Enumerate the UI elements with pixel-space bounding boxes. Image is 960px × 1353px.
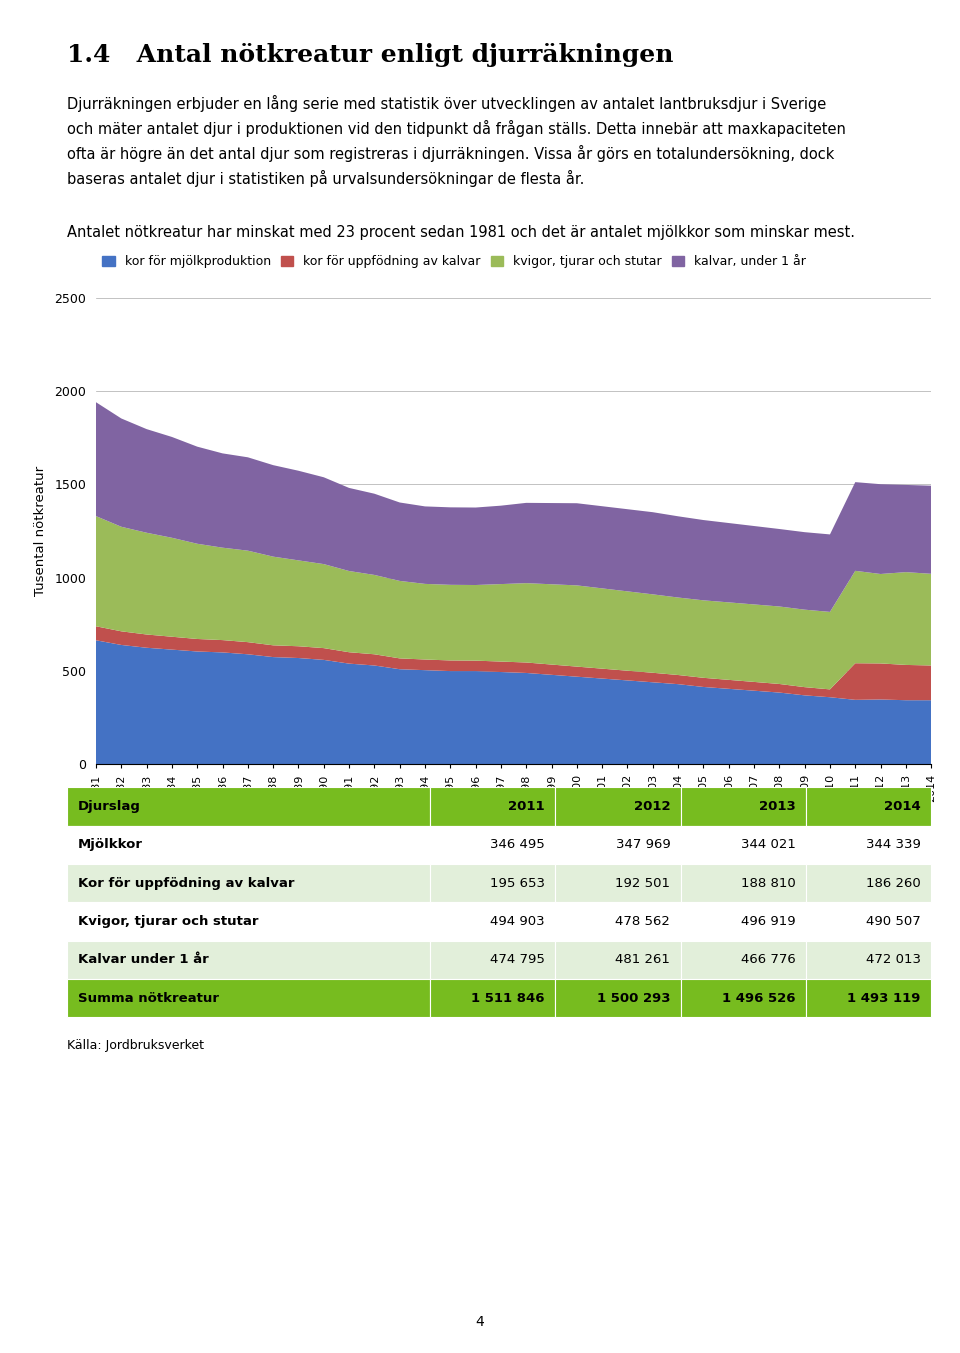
- Text: 344 339: 344 339: [866, 839, 921, 851]
- Bar: [555, 902, 681, 940]
- Text: 474 795: 474 795: [491, 954, 545, 966]
- Text: Djurslag: Djurslag: [78, 800, 140, 813]
- Text: och mäter antalet djur i produktionen vid den tidpunkt då frågan ställs. Detta i: och mäter antalet djur i produktionen vi…: [67, 119, 846, 137]
- Bar: [805, 865, 931, 902]
- Bar: [805, 980, 931, 1017]
- Bar: [67, 980, 430, 1017]
- Text: Kvigor, tjurar och stutar: Kvigor, tjurar och stutar: [78, 915, 258, 928]
- Text: Mjölkkor: Mjölkkor: [78, 839, 143, 851]
- Text: 490 507: 490 507: [866, 915, 921, 928]
- Bar: [555, 980, 681, 1017]
- Text: 192 501: 192 501: [615, 877, 670, 890]
- Text: 188 810: 188 810: [741, 877, 796, 890]
- Bar: [555, 787, 681, 825]
- Bar: [805, 787, 931, 825]
- Bar: [555, 865, 681, 902]
- Bar: [430, 940, 555, 980]
- Text: Kor för uppfödning av kalvar: Kor för uppfödning av kalvar: [78, 877, 294, 890]
- Bar: [67, 902, 430, 940]
- Text: 186 260: 186 260: [866, 877, 921, 890]
- Bar: [681, 865, 805, 902]
- Text: 1 496 526: 1 496 526: [722, 992, 796, 1005]
- Bar: [681, 787, 805, 825]
- Text: Källa: Jordbruksverket: Källa: Jordbruksverket: [67, 1039, 204, 1053]
- Text: 1 511 846: 1 511 846: [471, 992, 545, 1005]
- Text: 2014: 2014: [884, 800, 921, 813]
- Legend: kor för mjölkproduktion, kor för uppfödning av kalvar, kvigor, tjurar och stutar: kor för mjölkproduktion, kor för uppfödn…: [103, 256, 806, 268]
- Text: 481 261: 481 261: [615, 954, 670, 966]
- Text: 1 500 293: 1 500 293: [597, 992, 670, 1005]
- Text: 466 776: 466 776: [741, 954, 796, 966]
- Y-axis label: Tusental nötkreatur: Tusental nötkreatur: [35, 465, 47, 597]
- Text: 2011: 2011: [509, 800, 545, 813]
- Text: Kalvar under 1 år: Kalvar under 1 år: [78, 954, 208, 966]
- Bar: [805, 825, 931, 865]
- Bar: [67, 825, 430, 865]
- Bar: [681, 940, 805, 980]
- Bar: [681, 825, 805, 865]
- Text: 472 013: 472 013: [866, 954, 921, 966]
- Bar: [430, 980, 555, 1017]
- Text: 344 021: 344 021: [741, 839, 796, 851]
- Bar: [67, 787, 430, 825]
- Bar: [67, 865, 430, 902]
- Text: baseras antalet djur i statistiken på urvalsundersökningar de flesta år.: baseras antalet djur i statistiken på ur…: [67, 170, 585, 187]
- Bar: [430, 825, 555, 865]
- Text: 2013: 2013: [758, 800, 796, 813]
- Bar: [805, 902, 931, 940]
- Bar: [430, 787, 555, 825]
- Text: 478 562: 478 562: [615, 915, 670, 928]
- Text: 347 969: 347 969: [615, 839, 670, 851]
- Text: 4: 4: [475, 1315, 485, 1329]
- Bar: [805, 940, 931, 980]
- Bar: [555, 825, 681, 865]
- Bar: [67, 940, 430, 980]
- Bar: [430, 865, 555, 902]
- Bar: [430, 902, 555, 940]
- Text: Djurräkningen erbjuder en lång serie med statistik över utvecklingen av antalet : Djurräkningen erbjuder en lång serie med…: [67, 95, 827, 112]
- Text: 494 903: 494 903: [491, 915, 545, 928]
- Text: 496 919: 496 919: [741, 915, 796, 928]
- Text: 2012: 2012: [634, 800, 670, 813]
- Bar: [555, 940, 681, 980]
- Text: 1 493 119: 1 493 119: [848, 992, 921, 1005]
- Bar: [681, 980, 805, 1017]
- Text: Summa nötkreatur: Summa nötkreatur: [78, 992, 219, 1005]
- Text: 195 653: 195 653: [490, 877, 545, 890]
- Text: 346 495: 346 495: [491, 839, 545, 851]
- Text: Antalet nötkreatur har minskat med 23 procent sedan 1981 och det är antalet mjöl: Antalet nötkreatur har minskat med 23 pr…: [67, 225, 855, 239]
- Text: 1.4   Antal nötkreatur enligt djurräkningen: 1.4 Antal nötkreatur enligt djurräkninge…: [67, 43, 674, 68]
- Text: ofta är högre än det antal djur som registreras i djurräkningen. Vissa år görs e: ofta är högre än det antal djur som regi…: [67, 145, 834, 162]
- Bar: [681, 902, 805, 940]
